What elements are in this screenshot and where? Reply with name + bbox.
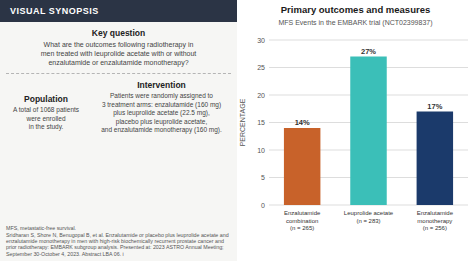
y-tick-label: 25 xyxy=(257,64,265,71)
subtitle: MFS Events in the EMBARK trial (NCT02399… xyxy=(278,19,432,27)
data-label: 17% xyxy=(427,102,442,111)
y-tick-label: 30 xyxy=(257,37,265,44)
title: Primary outcomes and measures xyxy=(281,4,430,15)
y-tick-label: 20 xyxy=(257,92,265,99)
bar-chart: Primary outcomes and measures MFS Events … xyxy=(237,0,474,261)
intervention-text: Patients were randomly assigned to 3 tre… xyxy=(92,92,231,134)
key-question-text: What are the outcomes following radiothe… xyxy=(6,40,231,67)
x-tick-label: Leuprolide acetate (n = 283) xyxy=(344,210,394,224)
y-tick-label: 5 xyxy=(261,174,265,181)
footnote: prior radiotherapy: EMBARK subgroup anal… xyxy=(6,244,231,257)
x-tick-label-line: monotherapy xyxy=(417,218,452,224)
x-tick-label-line: (n = 265) xyxy=(290,225,314,231)
bar xyxy=(284,128,320,205)
banner-text: VISUAL SYNOPSIS xyxy=(0,0,237,22)
key-question-title: Key question xyxy=(6,28,231,38)
footnote: MFS, metastatic-free survival. xyxy=(6,225,231,231)
infographic-panel: VISUAL SYNOPSIS Key question What are the … xyxy=(0,0,237,261)
y-tick-label: 15 xyxy=(257,119,265,126)
x-tick-label-line: Enzalutamide xyxy=(417,210,454,216)
x-tick-label-line: Enzalutamide xyxy=(284,210,321,216)
footnote: Sridharan S, Shore N, Benugopal B, et al… xyxy=(6,232,231,245)
x-tick-label-line: Leuprolide acetate xyxy=(344,210,394,216)
footnotes: MFS, metastatic-free survival.Sridharan … xyxy=(0,225,237,261)
population: Population A total of 1068 patients were … xyxy=(6,94,86,134)
y-tick-label: 10 xyxy=(257,147,265,154)
population-title: Population xyxy=(6,94,86,104)
data-label: 27% xyxy=(361,47,376,56)
bar xyxy=(417,112,453,206)
x-tick-label-line: (n = 283) xyxy=(356,218,380,224)
x-tick-label: Enzalutamide monotherapy(n = 256) xyxy=(417,210,454,231)
key-question: Key question What are the outcomes follow… xyxy=(0,22,237,71)
intervention-title: Intervention xyxy=(92,80,231,90)
x-tick-label: Enzalutamide combination(n = 265) xyxy=(284,210,321,231)
separator xyxy=(6,73,231,74)
grid-line xyxy=(269,40,468,41)
details: Population A total of 1068 patients were … xyxy=(0,76,237,138)
x-tick-label-line: (n = 256) xyxy=(423,225,447,231)
x-tick-label-line: combination xyxy=(286,218,318,224)
y-tick-label: 0 xyxy=(261,202,265,209)
y-axis-label: PERCENTAGE xyxy=(239,98,246,146)
population-text: A total of 1068 patients were enrolled i… xyxy=(6,106,86,131)
grid xyxy=(269,40,468,205)
bar xyxy=(350,57,386,206)
intervention: Intervention Patients were randomly assig… xyxy=(92,80,231,134)
data-label: 14% xyxy=(295,118,310,127)
bars xyxy=(284,57,453,206)
